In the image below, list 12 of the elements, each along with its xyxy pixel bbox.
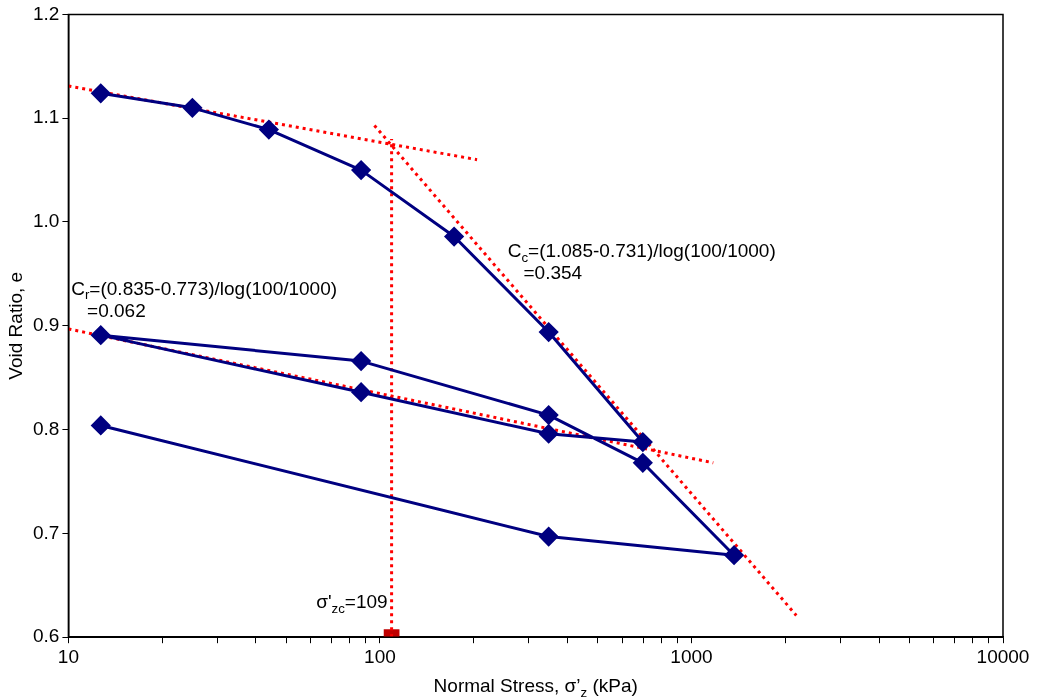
y-tick-label: 1.1 [32,106,60,128]
x-tick-label: 1000 [670,645,713,667]
x-tick-label: 10 [57,645,79,667]
x-tick-label: 100 [364,645,396,667]
x-tick-label: 10000 [976,645,1030,667]
y-axis-title: Void Ratio, e [5,271,26,380]
y-tick-label: 1.0 [32,210,60,232]
y-tick-label: 0.7 [32,521,60,543]
y-tick-label: 0.8 [32,417,60,439]
y-tick-label: 1.2 [32,2,60,24]
y-tick-label: 0.9 [32,314,60,336]
y-tick-label: 0.6 [32,625,60,647]
